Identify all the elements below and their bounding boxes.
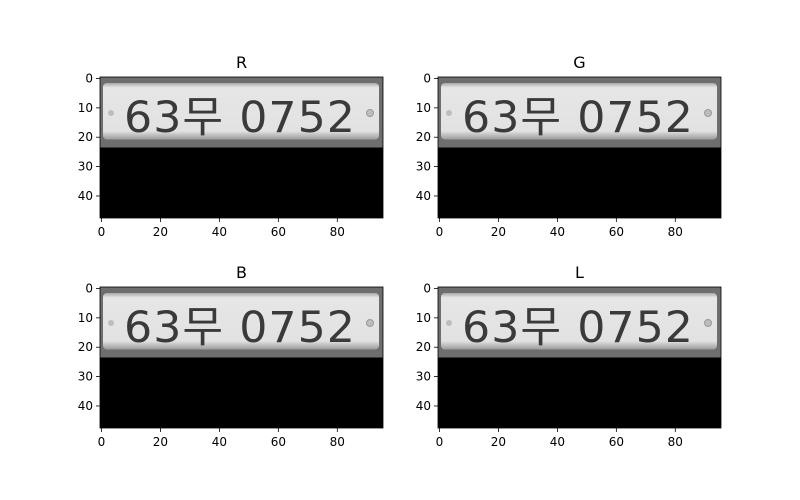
y-tick-label: 10 (78, 101, 93, 115)
y-tick-label: 30 (78, 370, 93, 384)
subplot-g: G 63무 0752 0 20 40 60 80 0 10 20 30 40 (416, 53, 722, 239)
subplot-l: L 63무 0752 0 20 40 60 80 0 10 20 30 40 (416, 263, 722, 449)
subplot-r: R 63무 0752 0 20 40 60 80 0 10 20 30 40 (78, 53, 384, 239)
subplot-b: B 63무 0752 0 20 40 60 80 0 10 20 30 40 (78, 263, 384, 449)
x-tick-label: 40 (550, 435, 565, 449)
subplot-title: B (236, 263, 247, 282)
plate-bolt-right (704, 109, 712, 117)
x-tick-label: 0 (436, 435, 444, 449)
plate-text: 63무 0752 (462, 93, 694, 143)
plate-bolt-right (366, 109, 374, 117)
axes-frame (437, 286, 722, 429)
y-tick-label: 30 (78, 160, 93, 174)
plate-body (103, 83, 379, 140)
x-tick-label: 80 (668, 435, 683, 449)
y-tick-label: 30 (416, 160, 431, 174)
x-tick-label: 60 (609, 435, 624, 449)
x-tick-label: 80 (330, 225, 345, 239)
y-tick-label: 40 (78, 399, 93, 413)
plate-bolt-left (108, 110, 114, 116)
x-tick-label: 60 (271, 225, 286, 239)
plate-bolt-right (366, 319, 374, 327)
y-tick-label: 10 (416, 101, 431, 115)
y-tick-label: 30 (416, 370, 431, 384)
y-tick-label: 20 (416, 340, 431, 354)
x-tick-label: 20 (491, 435, 506, 449)
y-tick-label: 10 (78, 311, 93, 325)
y-tick-label: 40 (416, 399, 431, 413)
y-tick-label: 0 (85, 281, 93, 295)
plate-body (103, 293, 379, 350)
x-tick-label: 60 (271, 435, 286, 449)
y-tick-label: 20 (78, 130, 93, 144)
plate-text: 63무 0752 (124, 303, 356, 353)
subplot-title: R (236, 53, 247, 72)
x-tick-label: 40 (212, 225, 227, 239)
x-tick-label: 0 (98, 435, 106, 449)
x-tick-label: 80 (330, 435, 345, 449)
x-tick-label: 60 (609, 225, 624, 239)
axes-frame (437, 76, 722, 219)
axes-frame (99, 76, 384, 219)
plate-text: 63무 0752 (462, 303, 694, 353)
plate-bolt-left (108, 320, 114, 326)
plate-bolt-left (446, 110, 452, 116)
x-tick-label: 80 (668, 225, 683, 239)
x-tick-label: 20 (153, 225, 168, 239)
plate-text: 63무 0752 (124, 93, 356, 143)
y-tick-label: 10 (416, 311, 431, 325)
x-tick-label: 20 (153, 435, 168, 449)
subplot-title: L (575, 263, 584, 282)
plate-body (441, 83, 717, 140)
x-tick-label: 40 (550, 225, 565, 239)
y-tick-label: 20 (416, 130, 431, 144)
plate-bolt-right (704, 319, 712, 327)
plate-body (441, 293, 717, 350)
x-tick-label: 20 (491, 225, 506, 239)
axes-frame (99, 286, 384, 429)
subplot-title: G (573, 53, 585, 72)
y-tick-label: 40 (416, 189, 431, 203)
x-tick-label: 0 (436, 225, 444, 239)
y-tick-label: 20 (78, 340, 93, 354)
y-tick-label: 40 (78, 189, 93, 203)
x-tick-label: 40 (212, 435, 227, 449)
y-tick-label: 0 (423, 281, 431, 295)
y-tick-label: 0 (423, 71, 431, 85)
x-tick-label: 0 (98, 225, 106, 239)
plate-bolt-left (446, 320, 452, 326)
y-tick-label: 0 (85, 71, 93, 85)
